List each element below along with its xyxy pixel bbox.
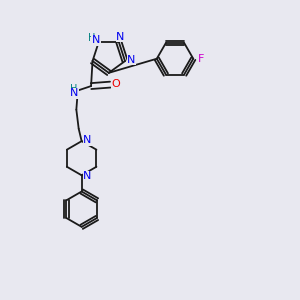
Text: H: H <box>88 32 95 43</box>
Text: N: N <box>127 55 136 64</box>
Text: H: H <box>70 84 77 94</box>
Text: N: N <box>83 171 92 181</box>
Text: O: O <box>111 79 120 89</box>
Text: N: N <box>83 135 92 145</box>
Text: F: F <box>197 54 204 64</box>
Text: N: N <box>92 35 100 46</box>
Text: N: N <box>70 88 79 98</box>
Text: N: N <box>116 32 124 42</box>
